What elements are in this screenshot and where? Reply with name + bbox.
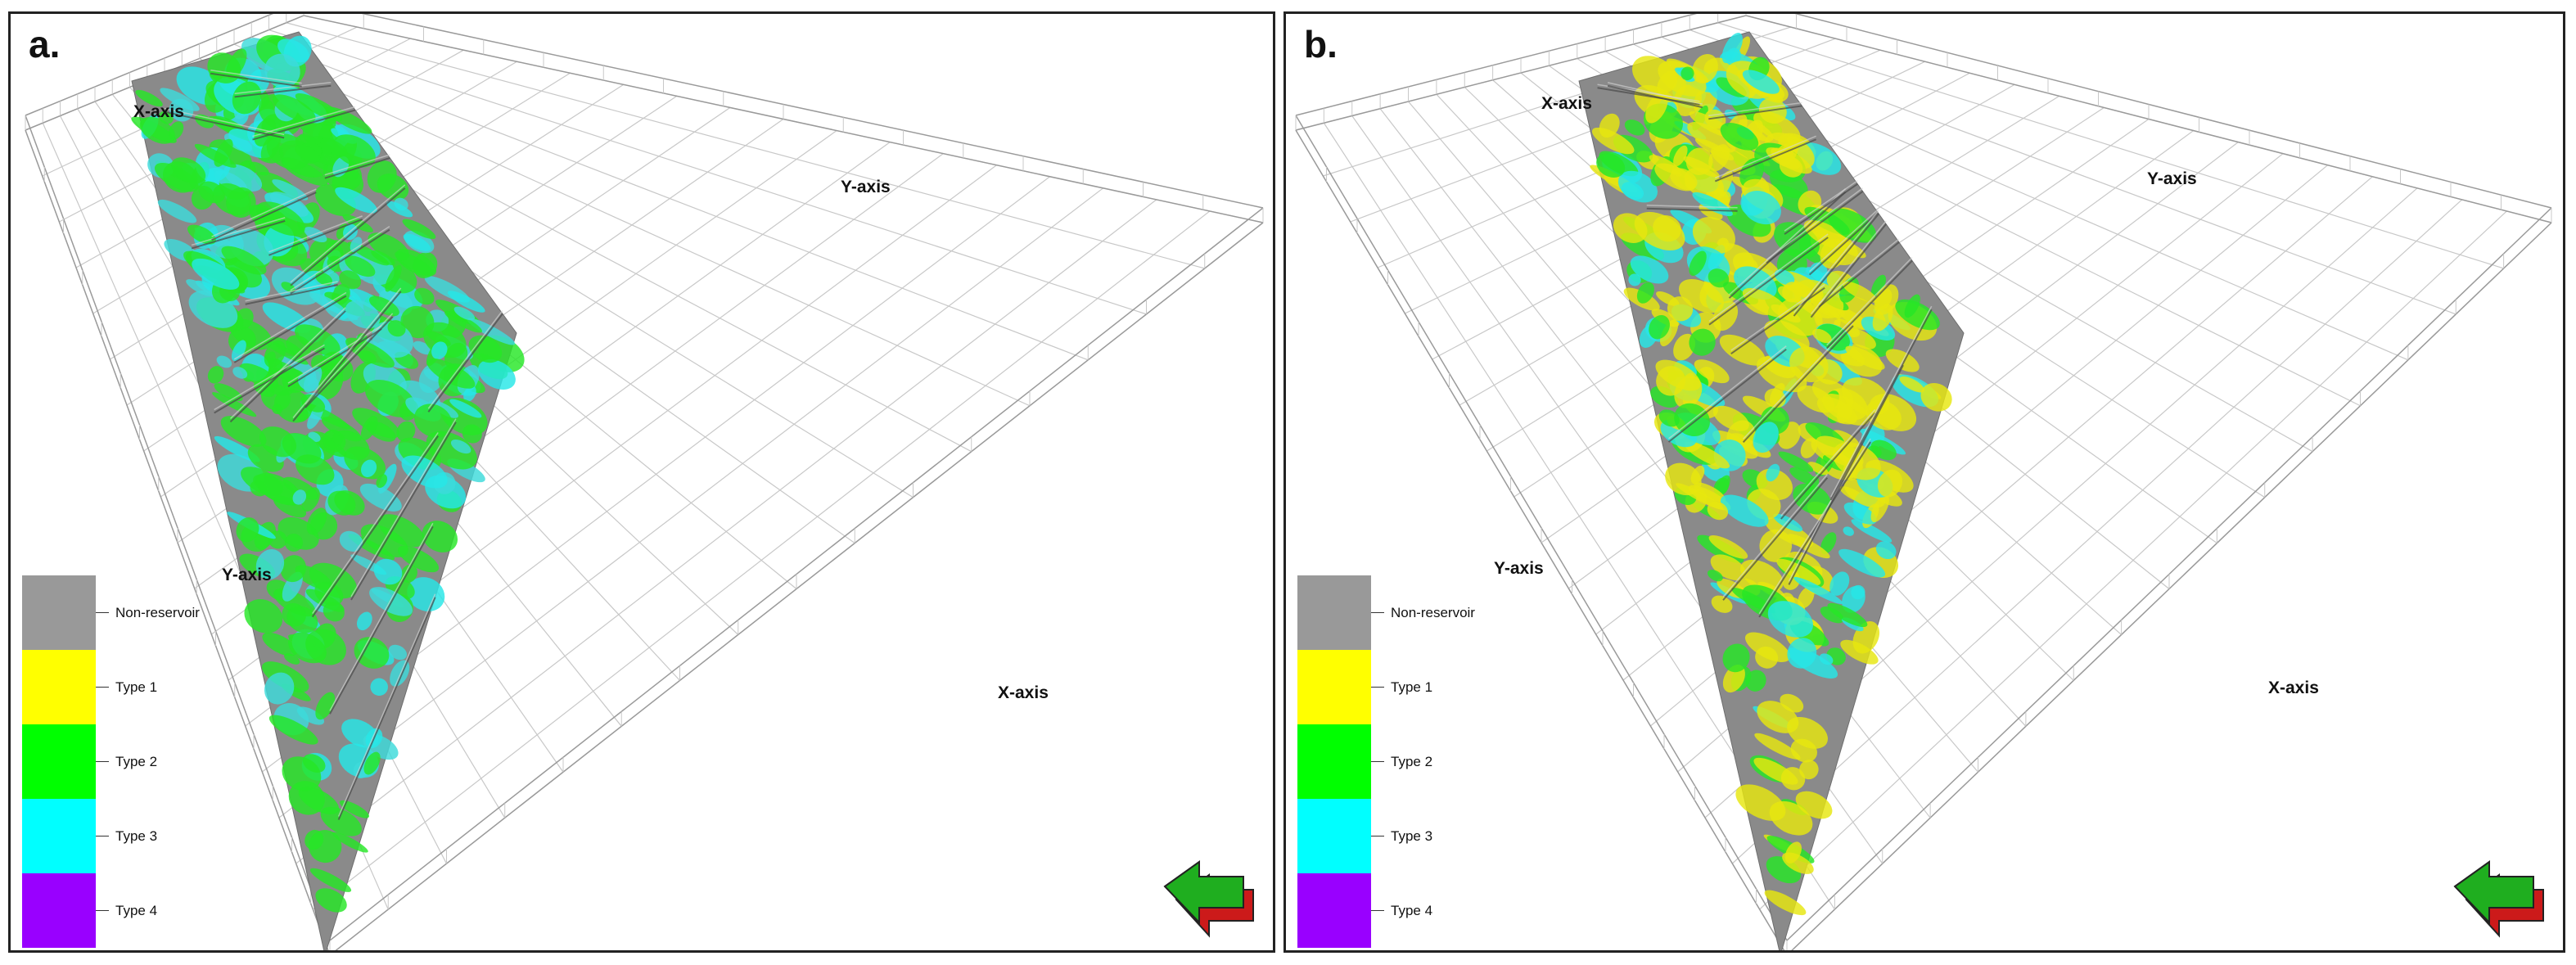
legend-item: Type 4	[1297, 873, 1527, 948]
panel-label: b.	[1304, 23, 1338, 65]
x-axis-label-right: X-axis	[2268, 679, 2319, 697]
legend-label: Type 1	[1391, 679, 1433, 695]
legend-label: Non-reservoir	[1391, 605, 1475, 620]
legend-label: Type 4	[1391, 903, 1433, 918]
y-axis-label-top: Y-axis	[841, 178, 891, 196]
legend-item: Non-reservoir	[22, 575, 251, 650]
y-axis-label-left: Y-axis	[222, 566, 272, 584]
legend-label: Non-reservoir	[115, 605, 200, 620]
facies-legend: Non-reservoir Type 1 Type 2 Type 3 Type …	[1297, 575, 1527, 948]
legend-label: Type 2	[115, 754, 158, 769]
y-axis-label-top: Y-axis	[2147, 169, 2197, 188]
legend-item: Type 4	[22, 873, 251, 948]
x-axis-label-top: X-axis	[1541, 94, 1592, 113]
legend-label: Type 2	[1391, 754, 1433, 769]
legend-swatch	[22, 650, 96, 724]
legend-label: Type 3	[115, 828, 158, 844]
facies-legend: Non-reservoir Type 1 Type 2 Type 3 Type …	[22, 575, 251, 948]
y-axis-label-left: Y-axis	[1494, 559, 1544, 578]
legend-item: Type 2	[1297, 724, 1527, 799]
legend-swatch	[1297, 650, 1371, 724]
legend-swatch	[1297, 799, 1371, 873]
north-arrow-icon[interactable]	[1157, 857, 1263, 947]
panel-label: a.	[29, 23, 61, 65]
legend-label: Type 4	[115, 903, 158, 918]
fault-lines	[164, 69, 503, 820]
legend-item: Type 2	[22, 724, 251, 799]
legend-label: Type 1	[115, 679, 158, 695]
legend-item: Type 3	[22, 799, 251, 873]
x-axis-label-right: X-axis	[998, 683, 1049, 702]
legend-swatch	[22, 799, 96, 873]
fault-lines	[1597, 82, 1933, 618]
legend-item: Type 3	[1297, 799, 1527, 873]
legend-swatch	[22, 873, 96, 948]
legend-label: Type 3	[1391, 828, 1433, 844]
legend-swatch	[22, 575, 96, 650]
legend-item: Non-reservoir	[1297, 575, 1527, 650]
legend-swatch	[1297, 873, 1371, 948]
north-arrow-icon[interactable]	[2447, 857, 2553, 947]
x-axis-label-top: X-axis	[133, 102, 184, 121]
legend-swatch	[22, 724, 96, 799]
panel-b: b. X-axis Y-axis Y-axis X-axis Non-reser…	[1283, 11, 2565, 953]
scene-3d-view[interactable]	[1286, 14, 2565, 953]
scene-3d-view[interactable]	[11, 14, 1275, 953]
legend-item: Type 1	[22, 650, 251, 724]
panel-a: a. X-axis Y-axis Y-axis X-axis Non-reser…	[8, 11, 1275, 953]
legend-swatch	[1297, 724, 1371, 799]
legend-swatch	[1297, 575, 1371, 650]
legend-item: Type 1	[1297, 650, 1527, 724]
facies-patches	[131, 34, 525, 913]
